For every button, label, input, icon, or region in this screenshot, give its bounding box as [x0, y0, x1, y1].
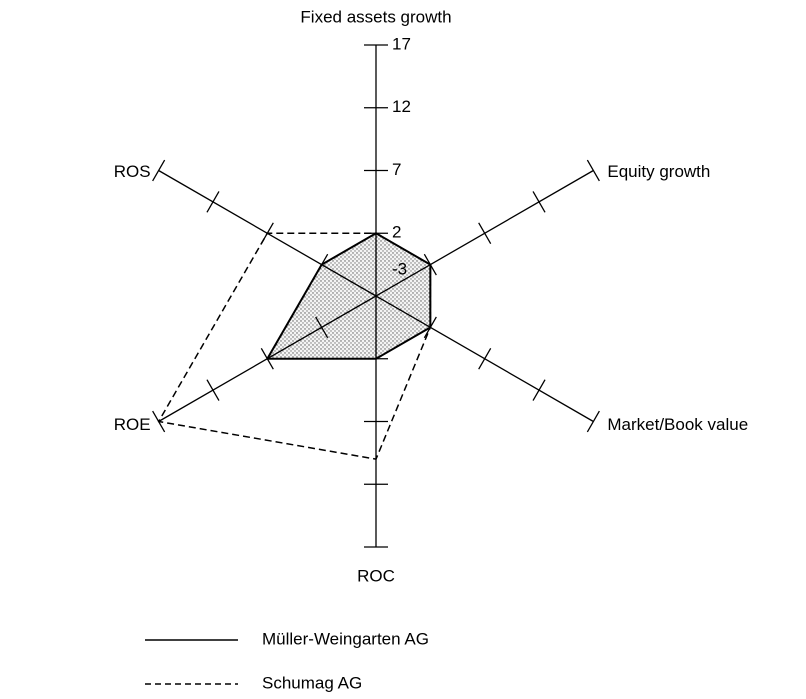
tick-mark — [586, 159, 600, 182]
axis-label: Market/Book value — [607, 415, 748, 434]
tick-mark — [478, 348, 492, 370]
tick-mark — [532, 191, 546, 213]
tick-mark — [532, 379, 546, 401]
tick-mark — [206, 379, 220, 401]
tick-label: -3 — [392, 259, 407, 278]
series-line — [266, 232, 432, 360]
tick-mark — [152, 159, 166, 182]
legend-label: Müller-Weingarten AG — [262, 629, 429, 648]
axis-label: ROS — [114, 162, 151, 181]
tick-label: 17 — [392, 34, 411, 53]
legend-label: Schumag AG — [262, 673, 362, 692]
series-line — [157, 232, 432, 460]
axis-label: ROC — [357, 566, 395, 585]
tick-mark — [586, 410, 600, 433]
series-fill — [267, 233, 431, 359]
tick-mark — [206, 191, 220, 213]
axis-label: ROE — [114, 415, 151, 434]
tick-mark — [478, 222, 492, 244]
tick-label: 2 — [392, 223, 401, 242]
tick-mark — [315, 316, 329, 339]
tick-label: 7 — [392, 160, 401, 179]
axis-label: Fixed assets growth — [300, 7, 451, 26]
tick-label: 12 — [392, 97, 411, 116]
axis-label: Equity growth — [607, 162, 710, 181]
